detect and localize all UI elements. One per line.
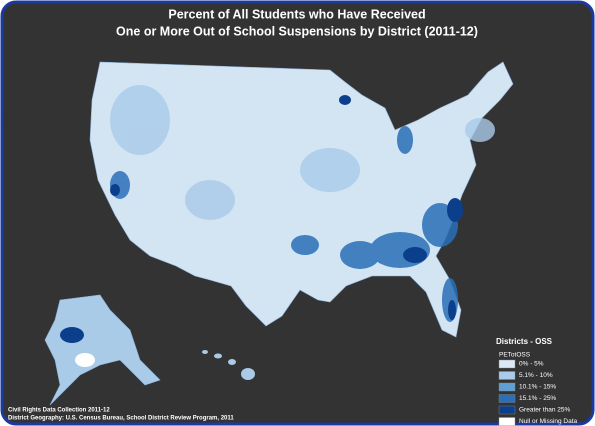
source-line: Civil Rights Data Collection 2011-12: [8, 408, 110, 414]
legend-title: Districts - OSS: [496, 337, 553, 346]
legend-label: Null or Missing Data: [519, 418, 578, 425]
shading-dark: [60, 327, 84, 343]
title-line: Percent of All Students who Have Receive…: [168, 7, 425, 21]
legend-label: Greater than 25%: [519, 407, 571, 414]
legend-label: 5.1% - 10%: [519, 372, 553, 379]
legend-swatch: [498, 359, 516, 369]
legend-label: 0% - 5%: [519, 361, 544, 368]
shading-dark: [110, 95, 463, 320]
shading-light: [110, 85, 495, 220]
legend-swatch: [498, 405, 516, 415]
map: [44, 61, 514, 406]
shading-null: [75, 353, 95, 367]
legend-swatch: [498, 371, 516, 380]
legend: Districts - OSS PETotOSS 0% - 5% 5.1% - 1…: [496, 337, 578, 426]
hawaii: [202, 350, 255, 380]
legend-label: 15.1% - 25%: [519, 395, 556, 402]
legend-swatch: [498, 382, 516, 392]
legend-field: PETotOSS: [499, 352, 531, 359]
legend-label: 10.1% - 15%: [519, 384, 556, 391]
legend-swatch: [498, 417, 516, 426]
legend-swatch: [498, 394, 516, 403]
title-line: One or More Out of School Suspensions by…: [116, 24, 478, 38]
alaska: [44, 294, 161, 406]
source-line: District Geography: U.S. Census Bureau, …: [8, 416, 234, 422]
